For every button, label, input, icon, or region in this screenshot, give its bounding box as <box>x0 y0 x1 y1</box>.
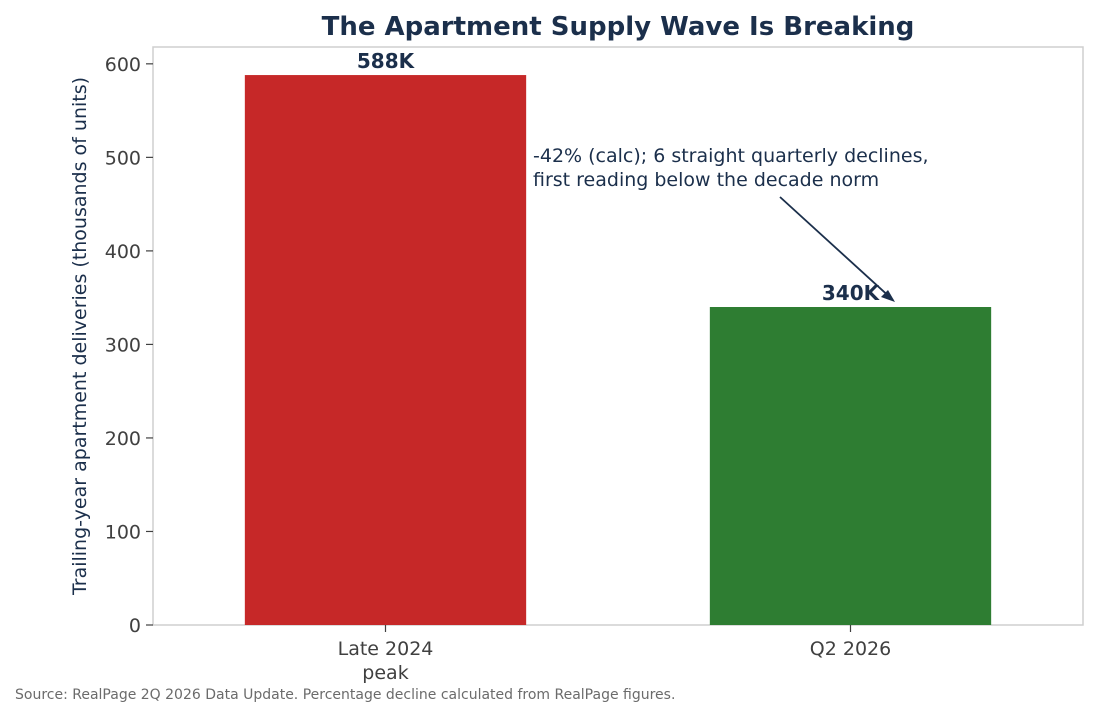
y-tick-label: 0 <box>129 615 141 637</box>
x-tick-label: Q2 2026 <box>810 638 891 660</box>
x-tick-label: Late 2024 <box>338 638 434 660</box>
plot-area-frame <box>152 46 1084 626</box>
y-tick-label: 200 <box>105 428 141 450</box>
x-tick-label: peak <box>362 662 408 684</box>
y-tick-label: 400 <box>105 241 141 263</box>
y-tick-label: 100 <box>105 521 141 543</box>
annotation-line-1: -42% (calc); 6 straight quarterly declin… <box>533 145 929 167</box>
bar-value-label: 340K <box>822 281 881 305</box>
annotation-arrow-head <box>881 290 895 302</box>
bar-value-label: 588K <box>357 49 416 73</box>
bars-group <box>244 75 992 626</box>
y-tick-label: 300 <box>105 334 141 356</box>
annotation: -42% (calc); 6 straight quarterly declin… <box>533 145 929 302</box>
y-axis-label: Trailing-year apartment deliveries (thou… <box>69 77 91 596</box>
source-note: Source: RealPage 2Q 2026 Data Update. Pe… <box>15 687 675 703</box>
y-tick-label: 600 <box>105 54 141 76</box>
y-tick-label: 500 <box>105 147 141 169</box>
annotation-line-2: first reading below the decade norm <box>533 169 879 191</box>
y-axis: 0 100 200 300 400 500 600 <box>105 54 153 637</box>
bar <box>244 75 527 626</box>
annotation-arrow-shaft <box>779 196 894 301</box>
bar <box>709 307 992 625</box>
bar-labels-group: 588K 340K <box>357 49 881 305</box>
chart-title: The Apartment Supply Wave Is Breaking <box>322 12 915 42</box>
